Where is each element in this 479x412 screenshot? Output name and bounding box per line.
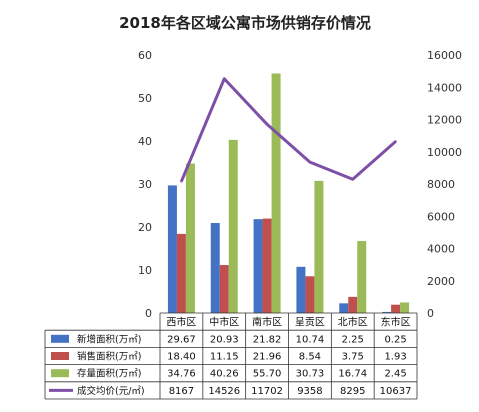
axes: 0 10 20 30 40 50 60 0 2000 4000 6000 8000 10000 12000… <box>138 49 462 320</box>
data-label: 8167 <box>169 386 194 397</box>
x-tick-label: 中市区 <box>209 316 239 329</box>
x-tick-label: 西市区 <box>166 316 196 329</box>
data-label: 16.74 <box>338 369 367 380</box>
x-tick-label: 呈贡区 <box>295 317 325 329</box>
price-point <box>180 180 183 183</box>
y-left-tick-label: 50 <box>138 92 152 105</box>
bar-series-2 <box>228 139 238 313</box>
data-label: 21.82 <box>253 334 282 345</box>
data-label: 8295 <box>340 386 365 397</box>
bar-series-2 <box>400 302 410 313</box>
data-label: 18.40 <box>167 352 196 363</box>
y-right-tick-label: 0 <box>427 307 434 320</box>
bar-series-2 <box>185 163 195 313</box>
y-right-tick-label: 8000 <box>427 178 455 191</box>
data-label: 21.96 <box>253 352 282 363</box>
bar-series-1 <box>348 296 358 313</box>
y-right-tick-label: 4000 <box>427 243 455 256</box>
bar-series-1 <box>262 218 272 313</box>
x-tick-label: 南市区 <box>252 316 282 329</box>
data-label: 55.70 <box>253 369 282 380</box>
y-left-tick-label: 20 <box>138 221 152 234</box>
data-label: 34.76 <box>167 369 196 380</box>
data-label: 10.74 <box>296 334 325 345</box>
data-label: 30.73 <box>296 369 325 380</box>
legend-swatch <box>51 334 69 343</box>
data-label: 20.93 <box>210 334 239 345</box>
data-label: 9358 <box>297 386 322 397</box>
y-right-tick-label: 2000 <box>427 275 455 288</box>
price-point <box>223 77 226 80</box>
y-right-tick-label: 10000 <box>427 146 462 159</box>
price-point <box>351 178 354 181</box>
bar-series-0 <box>167 185 177 313</box>
legend-swatch <box>51 352 69 360</box>
x-tick-label: 东市区 <box>381 316 411 329</box>
data-label: 2.45 <box>384 369 406 380</box>
y-right-tick-label: 12000 <box>427 114 462 127</box>
y-left-tick-label: 10 <box>138 264 152 277</box>
bar-series-2 <box>271 73 281 314</box>
bar-series-2 <box>357 241 367 313</box>
chart-title: 2018年各区域公寓市场供销存价情况 <box>119 14 371 32</box>
data-label: 40.26 <box>210 369 239 380</box>
bar-series-1 <box>305 276 315 313</box>
legend-swatch <box>51 369 69 378</box>
data-label: 3.75 <box>342 352 364 363</box>
y-left-tick-label: 40 <box>138 135 152 148</box>
bars <box>167 73 410 314</box>
data-label: 14526 <box>208 386 240 397</box>
data-label: 1.93 <box>384 352 406 363</box>
legend-label: 成交均价(元/㎡) <box>77 385 145 397</box>
data-label: 29.67 <box>167 334 196 345</box>
y-right-tick-label: 16000 <box>427 49 462 62</box>
bar-series-0 <box>253 219 263 313</box>
data-label: 0.25 <box>384 334 406 345</box>
y-left-tick-label: 0 <box>145 307 152 320</box>
bar-series-0 <box>382 311 392 313</box>
price-line-path <box>180 77 397 182</box>
bar-series-0 <box>296 266 306 313</box>
data-label: 2.25 <box>342 334 364 345</box>
y-left-tick-label: 60 <box>138 49 152 62</box>
price-point <box>308 160 312 164</box>
legend-label: 新增面积(万㎡) <box>77 333 141 345</box>
bar-series-1 <box>391 304 401 313</box>
price-point <box>265 123 269 126</box>
data-label: 10637 <box>380 386 412 397</box>
bar-series-1 <box>176 233 186 313</box>
bar-series-0 <box>339 303 349 313</box>
y-left-tick-label: 30 <box>138 178 152 191</box>
data-label: 11702 <box>251 386 283 397</box>
bar-series-0 <box>210 223 220 313</box>
bar-series-2 <box>314 180 324 313</box>
data-label: 11.15 <box>210 352 239 363</box>
price-line <box>180 77 397 183</box>
y-right-tick-label: 14000 <box>427 81 462 94</box>
x-tick-label: 北市区 <box>338 316 368 329</box>
price-point <box>394 140 397 143</box>
legend-label: 存量面积(万㎡) <box>77 368 141 380</box>
data-label: 8.54 <box>299 352 321 363</box>
y-right-tick-label: 6000 <box>427 210 455 223</box>
legend-label: 销售面积(万㎡) <box>77 351 141 363</box>
bar-series-1 <box>219 265 229 313</box>
